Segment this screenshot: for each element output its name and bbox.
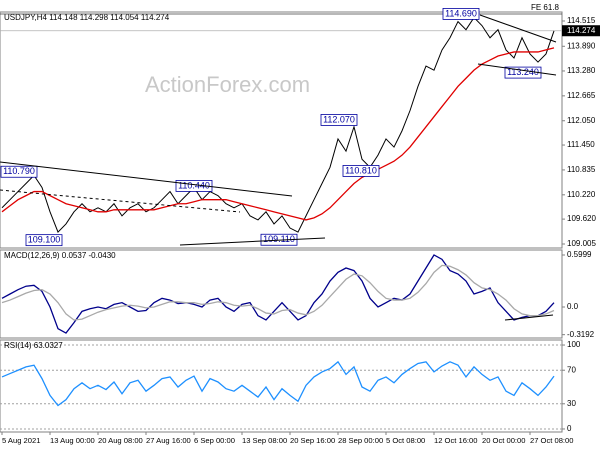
level-box — [25, 234, 63, 247]
series-line — [1, 254, 555, 334]
trend-line — [504, 314, 554, 321]
y-tick-label: 113.280 — [567, 66, 596, 75]
y-tick-label: 109.005 — [567, 239, 596, 248]
y-tick-label: 0.0 — [567, 302, 579, 311]
x-tick-label: 5 Aug 2021 — [2, 436, 40, 445]
series-line — [1, 16, 555, 233]
y-tick-label: -0.3192 — [567, 330, 595, 339]
y-tick-label: 109.620 — [567, 214, 596, 223]
panel-title: USDJPY,H4 114.148 114.298 114.054 114.27… — [4, 13, 170, 22]
x-tick-label: 12 Oct 16:00 — [434, 436, 477, 445]
current-price-label: 114.274 — [567, 26, 596, 35]
level-box — [342, 165, 380, 177]
x-tick-label: 20 Oct 00:00 — [482, 436, 525, 445]
level-label: 109.100 — [28, 235, 61, 245]
trend-lines — [0, 14, 557, 321]
y-tick-label: 114.515 — [567, 16, 596, 25]
y-tick-label: 112.050 — [567, 116, 596, 125]
trend-line — [477, 63, 557, 76]
level-label: 109.110 — [263, 234, 295, 244]
panel-title: RSI(14) 63.0327 — [4, 341, 63, 350]
annotation: FE 61.8 — [531, 3, 560, 12]
series-line — [1, 47, 555, 221]
y-tick-label: 112.665 — [567, 91, 596, 100]
y-tick-label: 113.890 — [567, 41, 596, 50]
x-tick-label: 6 Sep 00:00 — [194, 436, 235, 445]
y-tick-label: 30 — [567, 399, 576, 408]
panel — [0, 339, 563, 433]
level-label: 113.240 — [507, 67, 539, 77]
y-tick-label: 100 — [567, 340, 581, 349]
level-box — [0, 165, 38, 178]
x-tick-label: 27 Aug 16:00 — [146, 436, 191, 445]
watermark: ActionForex.com — [145, 72, 310, 97]
panel — [0, 11, 563, 249]
level-box — [175, 180, 213, 192]
y-tick-label: 0 — [567, 424, 572, 433]
level-label: 112.070 — [323, 114, 355, 124]
trend-line — [0, 189, 241, 213]
trend-line — [479, 14, 557, 43]
level-label: 114.690 — [445, 8, 477, 18]
x-tick-label: 20 Aug 08:00 — [98, 436, 143, 445]
x-tick-label: 5 Oct 08:00 — [386, 436, 425, 445]
x-tick-label: 13 Sep 08:00 — [242, 436, 287, 445]
y-tick-label: 70 — [567, 365, 576, 374]
level-label: 110.810 — [345, 165, 377, 175]
panel — [0, 249, 563, 339]
y-tick-label: 0.5999 — [567, 250, 592, 259]
y-tick-label: 111.450 — [567, 140, 595, 149]
level-box — [442, 8, 480, 20]
trend-line — [179, 237, 326, 246]
series-line — [1, 360, 555, 407]
x-tick-label: 13 Aug 00:00 — [50, 436, 95, 445]
current-price-box — [562, 25, 600, 37]
x-tick-label: 27 Oct 08:00 — [530, 436, 573, 445]
level-label: 110.440 — [178, 180, 210, 190]
x-tick-label: 20 Sep 16:00 — [290, 436, 335, 445]
x-tick-label: 28 Sep 00:00 — [338, 436, 383, 445]
y-tick-label: 110.835 — [567, 165, 596, 174]
trend-line — [0, 161, 293, 197]
y-tick-label: 110.220 — [567, 190, 596, 199]
panel-title: MACD(12,26,9) 0.0537 -0.0430 — [4, 251, 116, 260]
level-box — [320, 114, 358, 126]
plot-layer: 114.515 113.890 113.280 112.665 112.050 111.4… — [0, 3, 600, 445]
series-line — [1, 264, 555, 321]
level-label: 110.790 — [3, 166, 35, 176]
